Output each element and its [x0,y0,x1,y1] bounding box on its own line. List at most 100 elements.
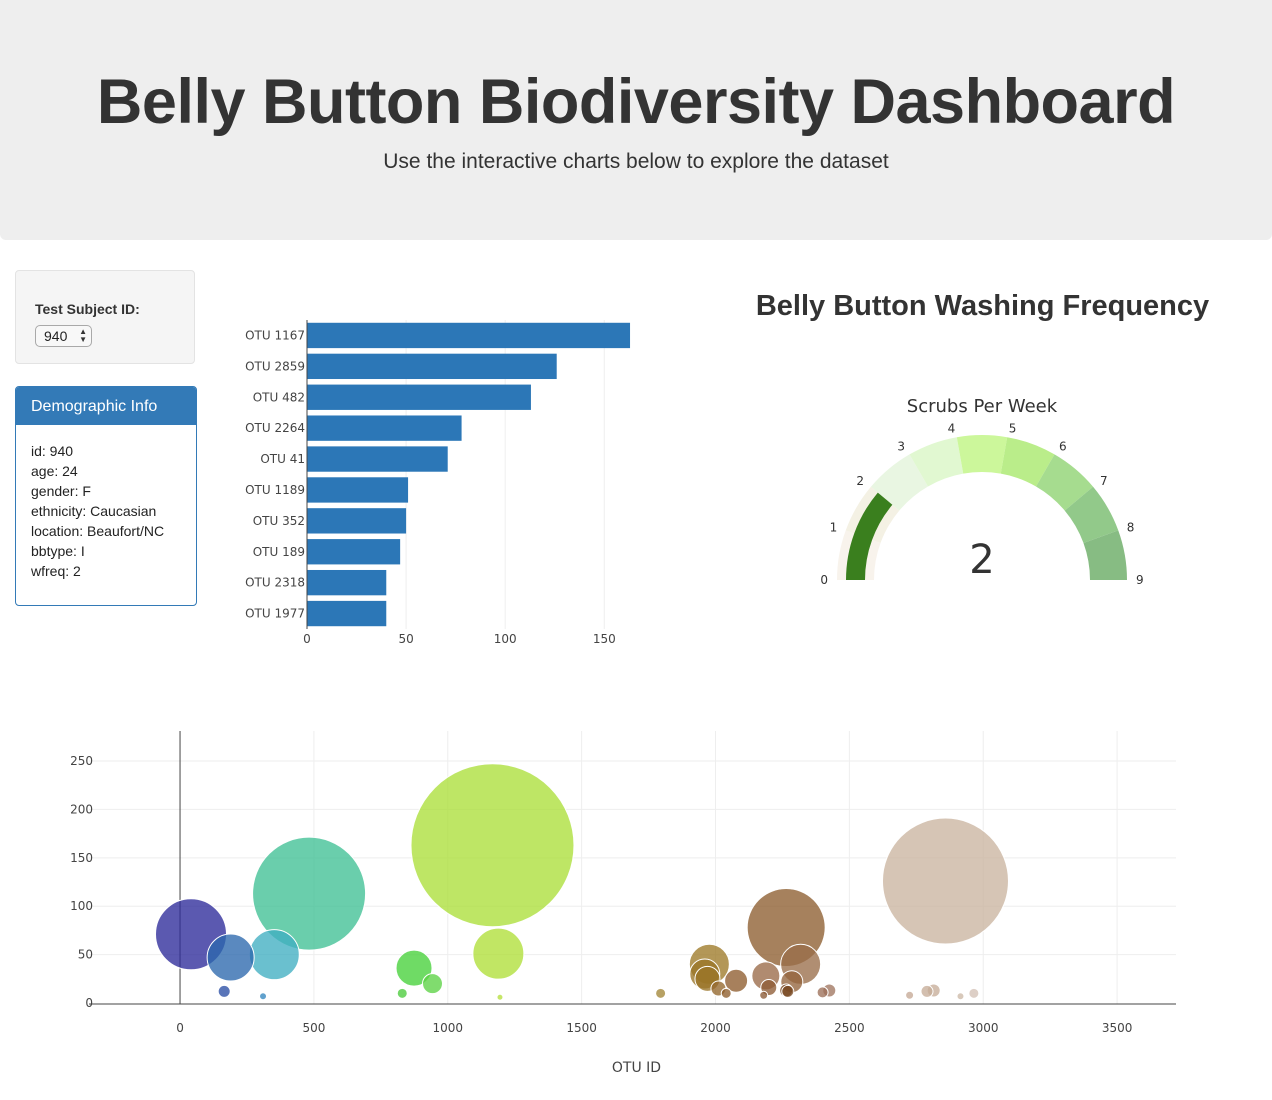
demographic-line: id: 940 [31,443,74,459]
bubble [217,984,231,998]
bar [307,446,448,472]
gauge-tick-label: 6 [1059,440,1067,454]
bar [307,539,401,565]
gauge-tick-label: 2 [856,474,864,488]
bubble [956,992,965,1001]
gauge-step [1083,530,1127,580]
bar [307,600,387,627]
bubble [724,968,749,993]
gauge-tick-label: 1 [830,520,838,534]
bubble-y-tick-label: 250 [70,754,93,768]
demographic-line: ethnicity: Caucasian [31,503,157,519]
gauge-title: Belly Button Washing Frequency [755,290,1210,322]
bar [307,477,409,503]
bubble-x-tick-label: 0 [176,1021,184,1035]
gauge-tick-label: 3 [897,440,905,454]
bar [307,353,557,380]
demographic-panel-title: Demographic Info [16,387,196,425]
bubble [816,986,829,999]
bubble [920,984,934,998]
bubble-x-tick-label: 500 [302,1021,325,1035]
bubble [759,990,769,1000]
gauge-step [870,454,928,511]
subject-selector-well: Test Subject ID: 940 ▲ ▼ [15,270,195,364]
gauge-step [1064,486,1119,544]
demographic-line: wfreq: 2 [31,563,81,579]
header-jumbotron: Belly Button Biodiversity Dashboard Use … [0,0,1272,240]
select-arrows-icon: ▲ ▼ [79,327,87,344]
bubble [396,987,408,999]
bubble [905,990,915,1000]
bar-y-tick-label: OTU 1977 [245,607,305,621]
bubble-y-tick-label: 0 [85,996,93,1010]
gauge-step [909,437,964,487]
bubble-x-tick-label: 2000 [700,1021,731,1035]
bubble [655,987,667,999]
bar [307,384,531,410]
gauge-step [1036,454,1094,511]
bubble [472,927,525,980]
gauge-value-number: 2 [969,537,994,583]
gauge-step [956,435,1008,474]
bubble [496,993,504,1001]
page-title: Belly Button Biodiversity Dashboard [96,67,1176,137]
bubble-x-axis-label: OTU ID [612,1060,661,1076]
bar [307,415,462,441]
bubble-y-tick-label: 100 [70,899,93,913]
bubble [781,984,795,998]
gauge-tick-label: 5 [1009,421,1017,435]
demographic-line: gender: F [31,483,91,499]
bubble [259,992,268,1001]
bar-y-tick-label: OTU 1189 [245,483,305,497]
subject-selector-label: Test Subject ID: [35,301,140,317]
bar-x-tick-label: 100 [494,632,517,646]
bubble-y-tick-label: 200 [70,802,93,816]
subject-id-select[interactable]: 940 ▲ ▼ [35,325,92,347]
bar-y-tick-label: OTU 41 [260,452,305,466]
bar-y-tick-label: OTU 2318 [245,576,305,590]
bar-x-tick-label: 50 [398,632,413,646]
bar-y-tick-label: OTU 352 [253,514,305,528]
bubble [395,949,433,987]
bar-y-tick-label: OTU 2859 [245,359,305,373]
bubble [248,929,300,981]
gauge-tick-label: 9 [1136,573,1144,587]
gauge-tick-label: 7 [1100,474,1108,488]
bubble-x-tick-label: 1000 [432,1021,463,1035]
bubble [720,987,732,999]
demographic-panel: Demographic Info id: 940 age: 24 gender:… [15,386,197,606]
bubble-x-tick-label: 3000 [968,1021,999,1035]
bar-y-tick-label: OTU 482 [253,390,305,404]
bar-y-tick-label: OTU 1167 [245,328,305,342]
bubble-y-tick-label: 150 [70,851,93,865]
bar-x-tick-label: 0 [303,632,311,646]
gauge-step [1000,437,1055,487]
bubble [410,763,575,928]
bubble-x-tick-label: 3500 [1102,1021,1133,1035]
bar-x-tick-label: 150 [593,632,616,646]
gauge-tick-label: 4 [948,421,956,435]
page-subtitle: Use the interactive charts below to expl… [383,150,889,173]
bubble [252,836,367,951]
bubble [422,973,444,995]
gauge-subtitle: Scrubs Per Week [907,396,1058,417]
subject-id-value: 940 [44,328,68,344]
gauge-value-bar [846,492,893,580]
bar-y-tick-label: OTU 2264 [245,421,305,435]
gauge-tick-label: 8 [1127,520,1135,534]
demographic-line: location: Beaufort/NC [31,523,165,539]
bar [307,508,407,534]
demographic-panel-body: id: 940 age: 24 gender: F ethnicity: Cau… [16,425,196,581]
bubble [206,933,255,982]
bubble-x-tick-label: 1500 [566,1021,597,1035]
bar-y-tick-label: OTU 189 [253,545,305,559]
bubble-x-tick-label: 2500 [834,1021,865,1035]
bar [307,569,387,596]
bar [307,322,631,349]
bubble-y-tick-label: 50 [78,948,93,962]
bubble [968,987,980,999]
bubble [881,817,1009,945]
demographic-line: age: 24 [31,463,78,479]
gauge-tick-label: 0 [820,573,828,587]
